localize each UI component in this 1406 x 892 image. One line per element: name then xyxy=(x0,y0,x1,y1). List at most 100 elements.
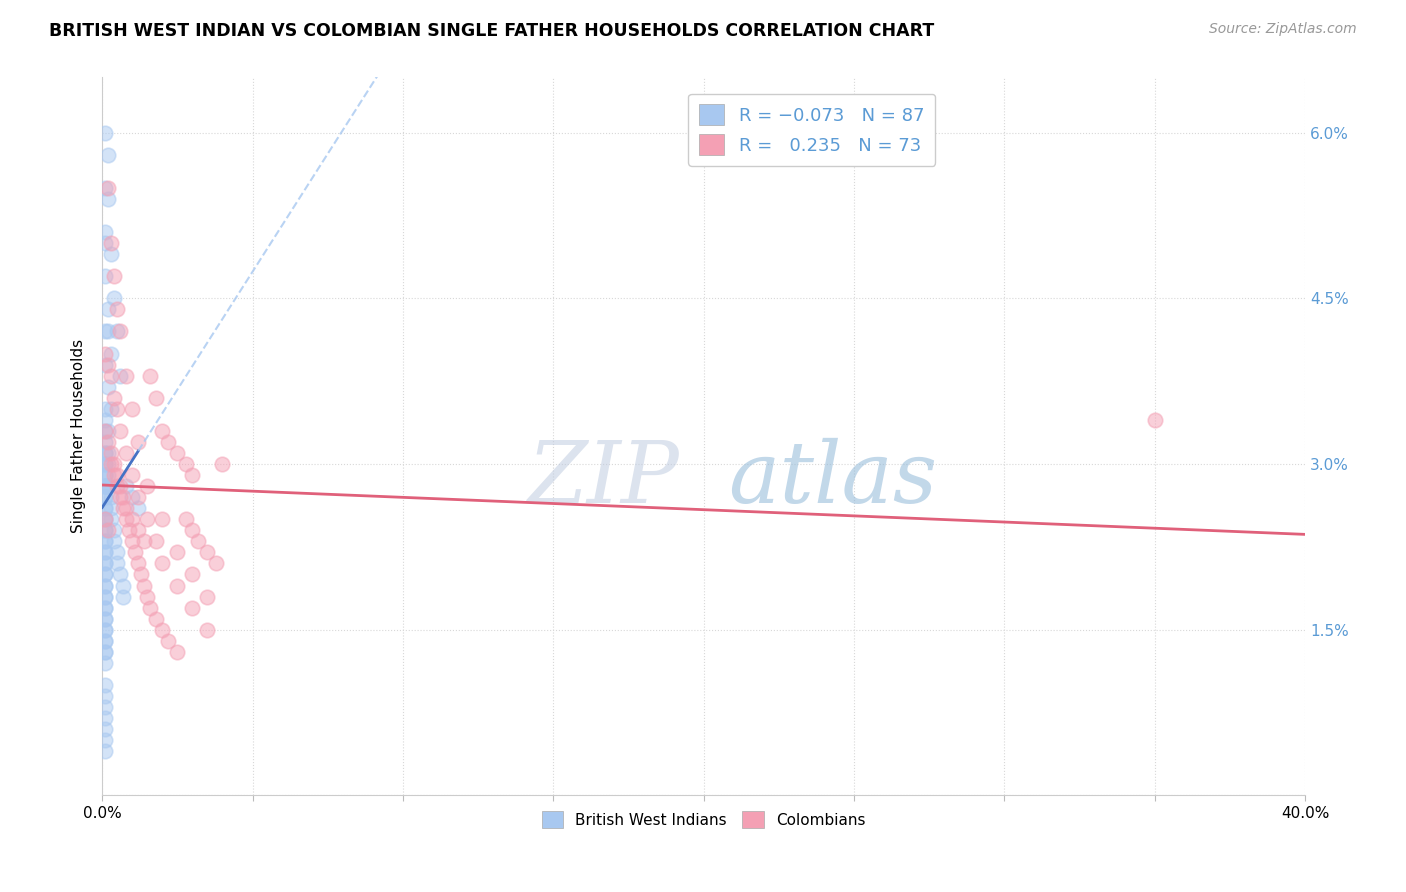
Point xyxy=(94,545,117,559)
Point xyxy=(94,401,117,416)
Point xyxy=(150,424,173,438)
Point xyxy=(94,633,117,648)
Point xyxy=(94,524,117,538)
Point xyxy=(94,413,117,427)
Point xyxy=(94,446,117,460)
Point xyxy=(97,479,120,493)
Point xyxy=(150,623,173,637)
Point xyxy=(94,479,117,493)
Point xyxy=(197,590,219,604)
Point xyxy=(94,225,117,239)
Point xyxy=(105,302,128,317)
Point xyxy=(127,490,149,504)
Point xyxy=(145,391,167,405)
Point xyxy=(105,468,128,483)
Point xyxy=(166,645,188,659)
Point xyxy=(94,557,117,571)
Point xyxy=(94,722,117,736)
Point xyxy=(94,479,117,493)
Point xyxy=(94,534,117,549)
Point xyxy=(121,534,143,549)
Point xyxy=(94,600,117,615)
Point xyxy=(110,490,132,504)
Point xyxy=(115,501,138,516)
Point xyxy=(110,567,132,582)
Point xyxy=(145,612,167,626)
Text: ZIP: ZIP xyxy=(527,438,679,521)
Point xyxy=(94,656,117,670)
Point xyxy=(94,744,117,758)
Point xyxy=(131,567,153,582)
Point xyxy=(181,468,204,483)
Point xyxy=(97,446,120,460)
Point xyxy=(139,600,162,615)
Point xyxy=(94,733,117,747)
Point xyxy=(181,600,204,615)
Point xyxy=(94,612,117,626)
Point xyxy=(94,633,117,648)
Point xyxy=(103,534,125,549)
Point xyxy=(181,567,204,582)
Text: BRITISH WEST INDIAN VS COLOMBIAN SINGLE FATHER HOUSEHOLDS CORRELATION CHART: BRITISH WEST INDIAN VS COLOMBIAN SINGLE … xyxy=(49,22,935,40)
Point xyxy=(94,490,117,504)
Point xyxy=(103,269,125,284)
Point xyxy=(94,512,117,526)
Point xyxy=(150,512,173,526)
Point xyxy=(94,457,117,471)
Point xyxy=(166,578,188,592)
Y-axis label: Single Father Households: Single Father Households xyxy=(72,339,86,533)
Point xyxy=(110,479,132,493)
Point xyxy=(97,181,120,195)
Point xyxy=(97,302,120,317)
Point xyxy=(150,557,173,571)
Point xyxy=(105,325,128,339)
Point xyxy=(94,358,117,372)
Point xyxy=(94,468,117,483)
Point xyxy=(94,645,117,659)
Point xyxy=(166,545,188,559)
Point xyxy=(103,524,125,538)
Point xyxy=(94,534,117,549)
Point xyxy=(94,623,117,637)
Point xyxy=(176,512,198,526)
Point xyxy=(166,446,188,460)
Point xyxy=(94,457,117,471)
Point xyxy=(136,512,159,526)
Point xyxy=(94,545,117,559)
Point xyxy=(94,678,117,692)
Point xyxy=(197,545,219,559)
Point xyxy=(94,479,117,493)
Point xyxy=(157,633,180,648)
Point xyxy=(94,501,117,516)
Point xyxy=(100,457,122,471)
Point xyxy=(97,457,120,471)
Point xyxy=(197,623,219,637)
Point xyxy=(176,457,198,471)
Point xyxy=(103,391,125,405)
Point xyxy=(112,490,135,504)
Legend: British West Indians, Colombians: British West Indians, Colombians xyxy=(536,805,872,834)
Text: Source: ZipAtlas.com: Source: ZipAtlas.com xyxy=(1209,22,1357,37)
Point xyxy=(94,590,117,604)
Point xyxy=(94,590,117,604)
Point xyxy=(100,401,122,416)
Point xyxy=(136,590,159,604)
Point xyxy=(94,446,117,460)
Point xyxy=(134,534,156,549)
Point xyxy=(157,434,180,449)
Point xyxy=(105,479,128,493)
Point xyxy=(94,468,117,483)
Point xyxy=(94,567,117,582)
Point xyxy=(112,590,135,604)
Point xyxy=(97,325,120,339)
Point xyxy=(115,479,138,493)
Point xyxy=(97,147,120,161)
Point xyxy=(94,346,117,360)
Point xyxy=(105,401,128,416)
Point xyxy=(100,512,122,526)
Point xyxy=(121,468,143,483)
Point xyxy=(94,578,117,592)
Point xyxy=(94,612,117,626)
Point xyxy=(94,126,117,140)
Point xyxy=(94,236,117,251)
